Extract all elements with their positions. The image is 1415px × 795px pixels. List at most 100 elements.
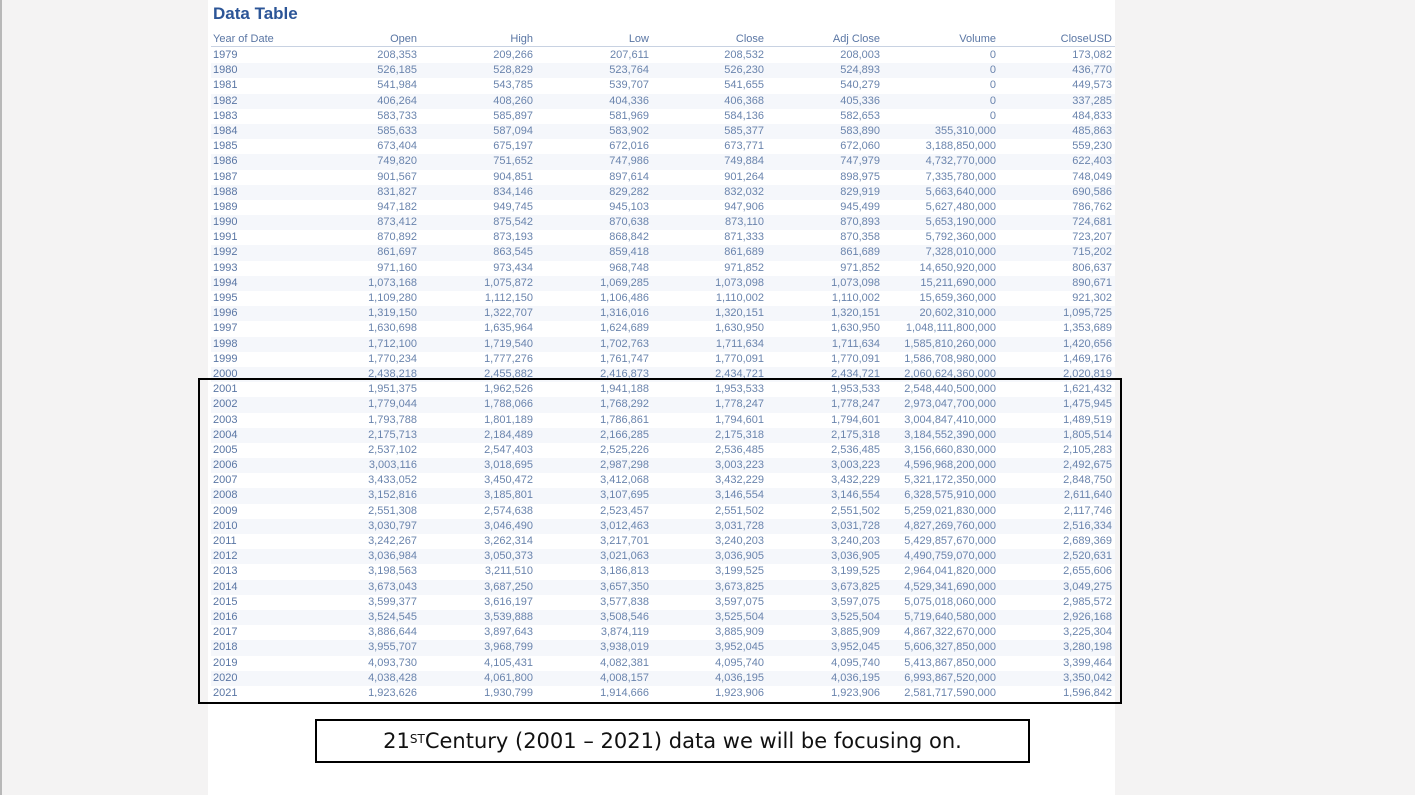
table-cell-volume: 355,310,000 — [934, 124, 996, 137]
table-cell-close: 3,525,504 — [715, 610, 764, 623]
column-header-volume[interactable]: Volume — [959, 33, 996, 45]
table-cell-open: 406,264 — [377, 94, 417, 107]
table-cell-volume: 5,663,640,000 — [925, 185, 996, 198]
table-cell-year: 1986 — [213, 155, 238, 168]
table-cell-open: 4,038,428 — [368, 671, 417, 684]
table-cell-low: 2,166,285 — [600, 428, 649, 441]
table-cell-year: 2006 — [213, 459, 238, 472]
table-cell-closeusd: 690,586 — [1072, 185, 1112, 198]
table-cell-open: 1,770,234 — [368, 352, 417, 365]
table-cell-closeusd: 748,049 — [1072, 170, 1112, 183]
table-cell-adj-close: 829,919 — [840, 185, 880, 198]
table-cell-open: 585,633 — [377, 124, 417, 137]
table-cell-low: 859,418 — [609, 246, 649, 259]
table-cell-closeusd: 2,655,606 — [1063, 565, 1112, 578]
table-cell-close: 2,551,502 — [715, 504, 764, 517]
table-cell-volume: 7,328,010,000 — [925, 246, 996, 259]
table-cell-adj-close: 208,003 — [840, 49, 880, 61]
table-cell-year: 2018 — [213, 641, 238, 654]
column-header-year-of-date[interactable]: Year of Date — [213, 33, 274, 45]
column-header-closeusd[interactable]: CloseUSD — [1060, 33, 1112, 45]
table-cell-closeusd: 485,863 — [1072, 124, 1112, 137]
table-cell-high: 1,322,707 — [484, 307, 533, 320]
table-cell-closeusd: 806,637 — [1072, 261, 1112, 274]
table-cell-year: 2007 — [213, 474, 238, 487]
table-row: 2008 3,152,816 3,185,801 3,107,695 3,146,554… — [211, 488, 1115, 504]
column-header-high[interactable]: High — [510, 33, 533, 45]
table-cell-year: 2016 — [213, 610, 238, 623]
table-cell-year: 1981 — [213, 79, 238, 92]
table-cell-volume: 4,732,770,000 — [925, 155, 996, 168]
table-cell-open: 1,109,280 — [368, 292, 417, 304]
table-cell-high: 2,455,882 — [484, 367, 533, 380]
table-cell-high: 875,542 — [493, 216, 533, 229]
table-cell-closeusd: 786,762 — [1072, 200, 1112, 213]
table-cell-low: 1,786,861 — [600, 413, 649, 426]
table-cell-low: 1,624,689 — [600, 322, 649, 335]
column-header-open[interactable]: Open — [390, 33, 417, 45]
table-cell-adj-close: 3,240,203 — [831, 535, 880, 547]
table-cell-high: 3,050,373 — [484, 550, 533, 563]
table-row: 1991 870,892 873,193 868,842 871,333 870,358 5… — [211, 230, 1115, 245]
table-cell-volume: 1,048,111,800,000 — [905, 322, 996, 335]
table-cell-open: 2,175,713 — [368, 428, 417, 441]
table-cell-adj-close: 1,110,002 — [831, 292, 880, 304]
table-cell-open: 947,182 — [377, 200, 417, 213]
table-cell-high: 1,777,276 — [484, 352, 533, 365]
table-cell-adj-close: 870,358 — [840, 231, 880, 244]
table-row: 2001 1,951,375 1,962,526 1,941,188 1,953,533… — [211, 382, 1115, 397]
table-cell-year: 1985 — [213, 140, 238, 153]
table-cell-high: 3,897,643 — [484, 626, 533, 639]
table-cell-close: 749,884 — [724, 155, 764, 168]
table-row: 2002 1,779,044 1,788,066 1,768,292 1,778,247… — [211, 397, 1115, 413]
table-cell-volume: 5,653,190,000 — [925, 216, 996, 229]
table-cell-adj-close: 870,893 — [840, 216, 880, 229]
table-cell-year: 1993 — [213, 261, 238, 274]
table-cell-close: 3,199,525 — [715, 565, 764, 578]
table-cell-low: 1,761,747 — [600, 352, 649, 365]
table-cell-adj-close: 1,073,098 — [831, 276, 880, 289]
table-cell-adj-close: 524,893 — [840, 64, 880, 77]
table-row: 2004 2,175,713 2,184,489 2,166,285 2,175,318… — [211, 427, 1115, 443]
table-cell-high: 585,897 — [493, 109, 533, 122]
table-cell-close: 971,852 — [724, 261, 764, 274]
table-cell-close: 3,432,229 — [715, 474, 764, 487]
table-cell-adj-close: 1,711,634 — [831, 337, 880, 350]
table-cell-open: 3,152,816 — [368, 489, 417, 502]
table-cell-volume: 5,259,021,830,000 — [904, 504, 996, 517]
table-cell-closeusd: 1,420,656 — [1063, 337, 1112, 350]
table-cell-low: 945,103 — [609, 200, 649, 213]
table-cell-year: 2021 — [213, 686, 238, 697]
table-cell-high: 1,801,189 — [484, 413, 533, 426]
table-cell-close: 3,673,825 — [715, 580, 764, 593]
table-cell-high: 3,185,801 — [484, 489, 533, 502]
table-cell-year: 1982 — [213, 94, 238, 107]
table-cell-adj-close: 3,003,223 — [831, 459, 880, 472]
table-cell-closeusd: 2,020,819 — [1063, 367, 1112, 380]
table-cell-high: 2,574,638 — [484, 504, 533, 517]
table-cell-adj-close: 3,885,909 — [831, 626, 880, 639]
table-row: 2019 4,093,730 4,105,431 4,082,381 4,095,740… — [211, 656, 1115, 671]
table-cell-closeusd: 2,492,675 — [1063, 459, 1112, 472]
table-cell-closeusd: 3,399,464 — [1063, 656, 1112, 669]
table-cell-adj-close: 582,653 — [840, 109, 880, 122]
table-cell-closeusd: 1,489,519 — [1063, 413, 1112, 426]
column-header-close[interactable]: Close — [735, 33, 764, 45]
table-cell-low: 581,969 — [609, 109, 649, 122]
column-header-adj-close[interactable]: Adj Close — [832, 33, 880, 45]
table-cell-close: 3,031,728 — [715, 519, 764, 532]
table-row: 2006 3,003,116 3,018,695 2,987,298 3,003,223… — [211, 458, 1115, 474]
table-cell-adj-close: 1,923,906 — [831, 686, 880, 697]
table-cell-close: 584,136 — [724, 109, 764, 122]
table-cell-adj-close: 2,551,502 — [831, 504, 880, 517]
column-header-low[interactable]: Low — [628, 33, 649, 45]
table-cell-high: 3,211,510 — [484, 565, 533, 578]
table-cell-open: 583,733 — [377, 109, 417, 122]
table-cell-year: 2014 — [213, 580, 238, 593]
table-cell-close: 3,240,203 — [715, 535, 764, 547]
table-row: 2013 3,198,563 3,211,510 3,186,813 3,199,525… — [211, 564, 1115, 579]
table-cell-year: 1992 — [213, 246, 238, 259]
table-row: 1999 1,770,234 1,777,276 1,761,747 1,770,091… — [211, 352, 1115, 367]
table-cell-open: 873,412 — [377, 216, 417, 229]
table-row: 2014 3,673,043 3,687,250 3,657,350 3,673,825… — [211, 579, 1115, 595]
